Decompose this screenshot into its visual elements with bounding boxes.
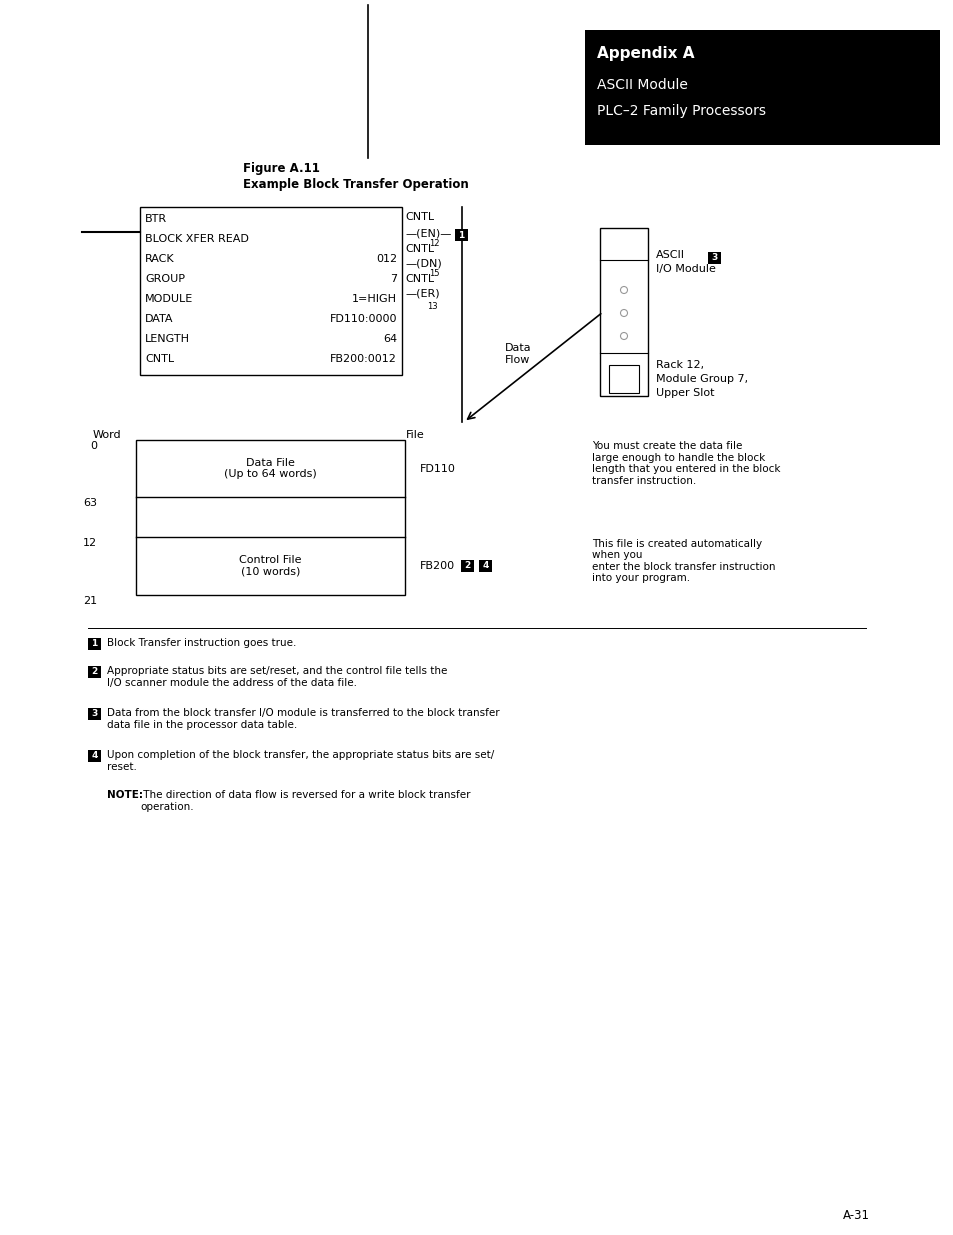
Text: File: File [405,430,424,440]
Text: ASCII: ASCII [656,249,684,261]
Text: 012: 012 [375,254,396,264]
Text: This file is created automatically
when you
enter the block transfer instruction: This file is created automatically when … [592,538,775,583]
Bar [584,30,939,144]
Text: 3: 3 [711,253,717,263]
Text: 1: 1 [91,640,97,648]
Text: DATA: DATA [145,314,173,324]
Text: Rack 12,: Rack 12, [656,359,703,370]
Text: FD110: FD110 [419,463,456,473]
Text: Upper Slot: Upper Slot [656,388,714,398]
Text: —(EN)—: —(EN)— [405,228,451,238]
Text: Figure A.11: Figure A.11 [243,162,319,175]
Text: MODULE: MODULE [145,294,193,304]
Text: NOTE:: NOTE: [107,790,143,800]
Text: Example Block Transfer Operation: Example Block Transfer Operation [243,178,468,191]
Text: Upon completion of the block transfer, the appropriate status bits are set/
rese: Upon completion of the block transfer, t… [107,750,494,772]
Text: 2: 2 [91,667,97,677]
Text: CNTL: CNTL [145,354,174,364]
Text: 63: 63 [83,498,97,508]
Text: CNTL: CNTL [405,274,434,284]
Bar [599,228,647,396]
Text: The direction of data flow is reversed for a write block transfer
operation.: The direction of data flow is reversed f… [140,790,470,811]
Text: 64: 64 [382,333,396,345]
Text: You must create the data file
large enough to handle the block
length that you e: You must create the data file large enou… [592,441,780,485]
Text: LENGTH: LENGTH [145,333,190,345]
Text: 3: 3 [91,709,97,719]
Text: 1: 1 [457,231,464,240]
Text: Data File
(Up to 64 words): Data File (Up to 64 words) [224,458,316,479]
Text: Module Group 7,: Module Group 7, [656,374,747,384]
Bar [88,750,101,762]
Bar [88,666,101,678]
Text: BTR: BTR [145,214,167,224]
Text: 13: 13 [427,303,437,311]
Text: Appropriate status bits are set/reset, and the control file tells the
I/O scanne: Appropriate status bits are set/reset, a… [107,666,447,688]
Text: —(DN): —(DN) [405,258,441,268]
Text: ASCII Module: ASCII Module [597,78,687,91]
Bar [707,252,720,264]
Text: 12: 12 [83,538,97,548]
Text: CNTL: CNTL [405,212,434,222]
Text: PLC–2 Family Processors: PLC–2 Family Processors [597,104,765,119]
Text: BLOCK XFER READ: BLOCK XFER READ [145,233,249,245]
Text: 7: 7 [390,274,396,284]
Bar [478,559,492,572]
Text: 4: 4 [91,752,97,761]
Bar [88,638,101,650]
Text: Data from the block transfer I/O module is transferred to the block transfer
dat: Data from the block transfer I/O module … [107,708,499,730]
Bar [460,559,474,572]
Text: 4: 4 [482,562,488,571]
Text: 2: 2 [464,562,470,571]
Text: RACK: RACK [145,254,174,264]
Text: Block Transfer instruction goes true.: Block Transfer instruction goes true. [107,638,296,648]
Text: A-31: A-31 [842,1209,869,1221]
Text: GROUP: GROUP [145,274,185,284]
Text: 12: 12 [429,240,439,248]
Bar [608,366,639,393]
Text: 1=HIGH: 1=HIGH [352,294,396,304]
Text: FB200:0012: FB200:0012 [330,354,396,364]
Text: I/O Module: I/O Module [656,264,719,274]
Text: FD110:0000: FD110:0000 [329,314,396,324]
Bar [455,228,468,241]
Text: Appendix A: Appendix A [597,46,694,61]
Bar [140,207,401,375]
Text: CNTL: CNTL [405,245,434,254]
Bar [136,440,405,595]
Bar [88,708,101,720]
Text: 0: 0 [90,441,97,451]
Text: Word: Word [92,430,121,440]
Text: FB200: FB200 [419,561,455,571]
Text: Data
Flow: Data Flow [504,343,531,364]
Text: 21: 21 [83,597,97,606]
Text: Control File
(10 words): Control File (10 words) [239,556,301,577]
Text: —(ER): —(ER) [405,288,439,298]
Text: 15: 15 [429,269,439,278]
